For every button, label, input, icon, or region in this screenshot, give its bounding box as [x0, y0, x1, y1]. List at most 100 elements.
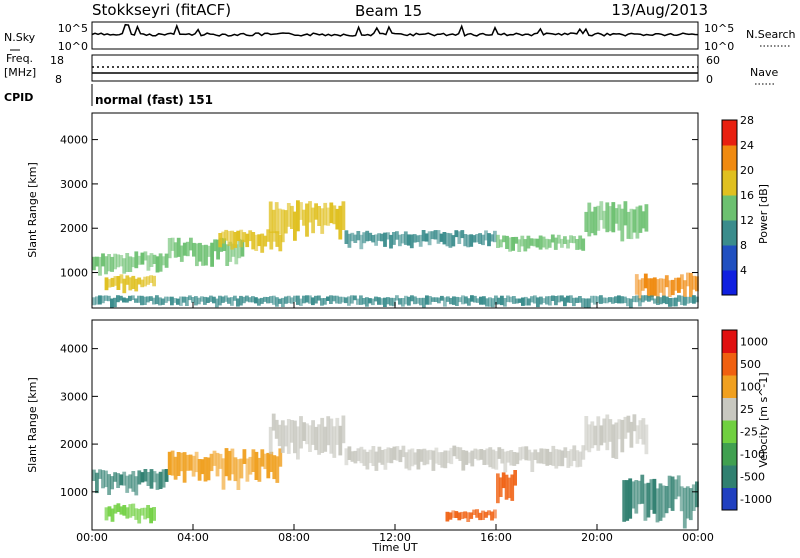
time-x-tick-label: 20:00 — [581, 531, 613, 544]
power-echo-cell — [107, 254, 111, 272]
power-echo-cell — [692, 295, 696, 304]
velocity-echo-cell — [257, 457, 262, 482]
power-echo-cell — [542, 298, 546, 303]
power-echo-cell — [658, 278, 663, 293]
velocity-echo-cell — [212, 450, 217, 466]
velocity-echo-cell — [377, 446, 382, 463]
power-colorbar-label: Power [dB] — [757, 184, 770, 244]
power-echo-cell — [329, 202, 334, 224]
velocity-echo-cell — [590, 421, 595, 449]
velocity-echo-cell — [437, 452, 442, 465]
velocity-echo-cell — [473, 448, 478, 459]
power-echo-cell — [146, 296, 150, 303]
power-echo-cell — [434, 297, 438, 302]
velocity-echo-cell — [122, 505, 127, 516]
power-echo-cell — [667, 280, 672, 297]
power-echo-cell — [674, 277, 678, 291]
power-echo-cell — [188, 295, 192, 301]
velocity-echo-cell — [404, 452, 409, 469]
power-echo-cell — [356, 298, 360, 305]
power-echo-band — [218, 229, 283, 253]
power-echo-cell — [131, 295, 135, 300]
power-echo-cell — [614, 296, 618, 303]
velocity-echo-cell — [572, 445, 577, 461]
velocity-echo-cell — [125, 475, 130, 493]
power-echo-cell — [637, 279, 642, 301]
velocity-echo-cell — [188, 454, 193, 471]
power-echo-cell — [617, 295, 621, 304]
power-y-tick-label: 1000 — [60, 267, 88, 280]
noise-left-label: N.Sky — [4, 31, 36, 44]
power-echo-cell — [341, 296, 345, 303]
velocity-echo-cell — [506, 450, 511, 463]
power-echo-cell — [116, 254, 120, 268]
velocity-echo-cell — [146, 472, 151, 486]
power-echo-cell — [659, 297, 663, 305]
power-echo-band — [92, 295, 699, 308]
power-echo-cell — [320, 298, 324, 306]
power-echo-cell — [326, 296, 330, 301]
power-echo-cell — [517, 239, 522, 252]
power-colorbar-segment — [722, 195, 737, 221]
velocity-echo-cell — [649, 479, 654, 510]
power-echo-cell — [400, 234, 405, 244]
power-echo-cell — [239, 295, 243, 306]
power-echo-cell — [620, 296, 624, 304]
velocity-echo-cell — [695, 481, 699, 508]
power-echo-cell — [143, 276, 147, 287]
power-echo-cell — [409, 234, 414, 249]
velocity-echo-cell — [344, 448, 349, 466]
velocity-echo-cell — [461, 450, 466, 471]
power-echo-cell — [608, 297, 612, 303]
power-echo-cell — [149, 296, 153, 301]
velocity-echo-cell — [578, 451, 583, 467]
velocity-echo-cell — [670, 476, 675, 511]
power-echo-cell — [317, 295, 321, 301]
power-echo-cell — [626, 211, 631, 239]
power-echo-cell — [649, 278, 654, 297]
power-echo-cell — [430, 231, 435, 240]
velocity-y-tick-label: 4000 — [60, 343, 88, 356]
velocity-echo-cell — [380, 450, 385, 465]
velocity-echo-cell — [623, 416, 628, 439]
power-echo-cell — [614, 208, 619, 224]
power-echo-cell — [670, 279, 675, 296]
velocity-echo-cell — [110, 508, 115, 522]
power-echo-cell — [200, 296, 204, 302]
velocity-echo-cell — [286, 419, 291, 454]
velocity-echo-cell — [158, 471, 163, 489]
power-echo-cell — [520, 235, 525, 247]
power-echo-cell — [320, 208, 325, 234]
velocity-echo-cell — [149, 507, 153, 524]
power-echo-cell — [530, 296, 534, 303]
power-echo-cell — [164, 253, 169, 268]
power-echo-cell — [323, 202, 328, 226]
velocity-echo-cell — [560, 450, 565, 467]
velocity-echo-cell — [449, 447, 454, 465]
velocity-echo-cell — [500, 448, 505, 464]
nave-tick-bottom: 0 — [706, 73, 713, 86]
velocity-echo-band — [104, 503, 156, 524]
power-echo-cell — [242, 232, 247, 243]
power-echo-cell — [584, 298, 588, 308]
velocity-echo-cell — [434, 447, 439, 464]
power-echo-cell — [545, 296, 549, 305]
power-echo-cell — [662, 295, 666, 304]
power-echo-cell — [422, 297, 426, 308]
velocity-echo-cell — [155, 473, 160, 490]
power-echo-cell — [119, 255, 124, 267]
power-echo-cell — [167, 238, 172, 259]
velocity-echo-cell — [512, 452, 517, 466]
power-echo-cell — [146, 255, 151, 271]
power-echo-cell — [620, 208, 625, 242]
power-echo-cell — [623, 296, 627, 304]
power-echo-cell — [170, 296, 174, 306]
power-echo-cell — [344, 230, 349, 244]
velocity-echo-cell — [362, 449, 367, 466]
power-echo-cell — [302, 295, 306, 304]
velocity-echo-cell — [230, 448, 235, 475]
velocity-echo-cell — [551, 445, 556, 466]
velocity-echo-cell — [170, 450, 175, 476]
power-echo-cell — [227, 297, 231, 304]
velocity-echo-cell — [515, 452, 520, 465]
